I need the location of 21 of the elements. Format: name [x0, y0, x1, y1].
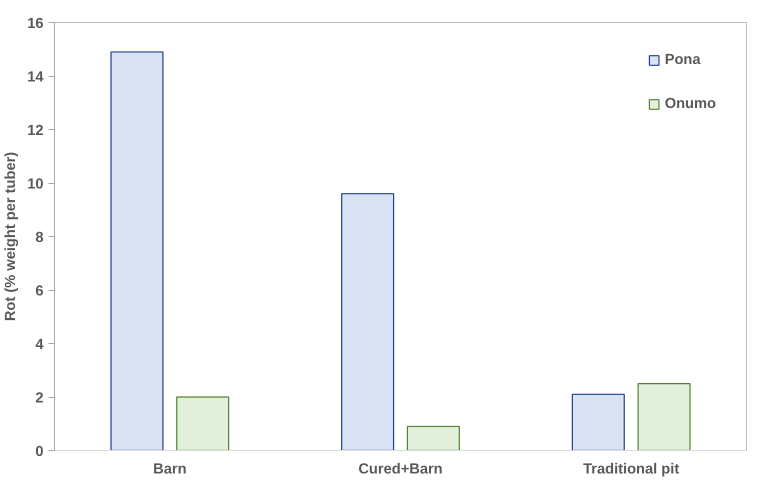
y-tick-label: 10 [27, 176, 44, 192]
y-tick-label: 8 [35, 230, 44, 246]
x-tick-label: Barn [153, 462, 187, 478]
bar [176, 396, 230, 450]
legend-label: Pona [664, 52, 701, 68]
legend-label: Onumo [664, 96, 716, 112]
y-tick-label: 2 [35, 390, 44, 406]
bar [341, 193, 394, 450]
y-axis-title: Rot (% weight per tuber) [3, 152, 20, 322]
bar [110, 51, 164, 450]
y-tick-label: 12 [27, 123, 44, 139]
x-tick-label: Traditional pit [583, 462, 680, 478]
y-tick-label: 16 [27, 16, 44, 32]
x-tick-label: Cured+Barn [358, 462, 443, 478]
bar [637, 383, 691, 450]
y-tick-label: 14 [27, 70, 44, 86]
y-tick-label: 0 [35, 444, 44, 460]
bar [572, 394, 625, 450]
bar [406, 426, 460, 450]
y-tick-label: 6 [35, 284, 44, 300]
y-tick-label: 4 [35, 337, 44, 353]
